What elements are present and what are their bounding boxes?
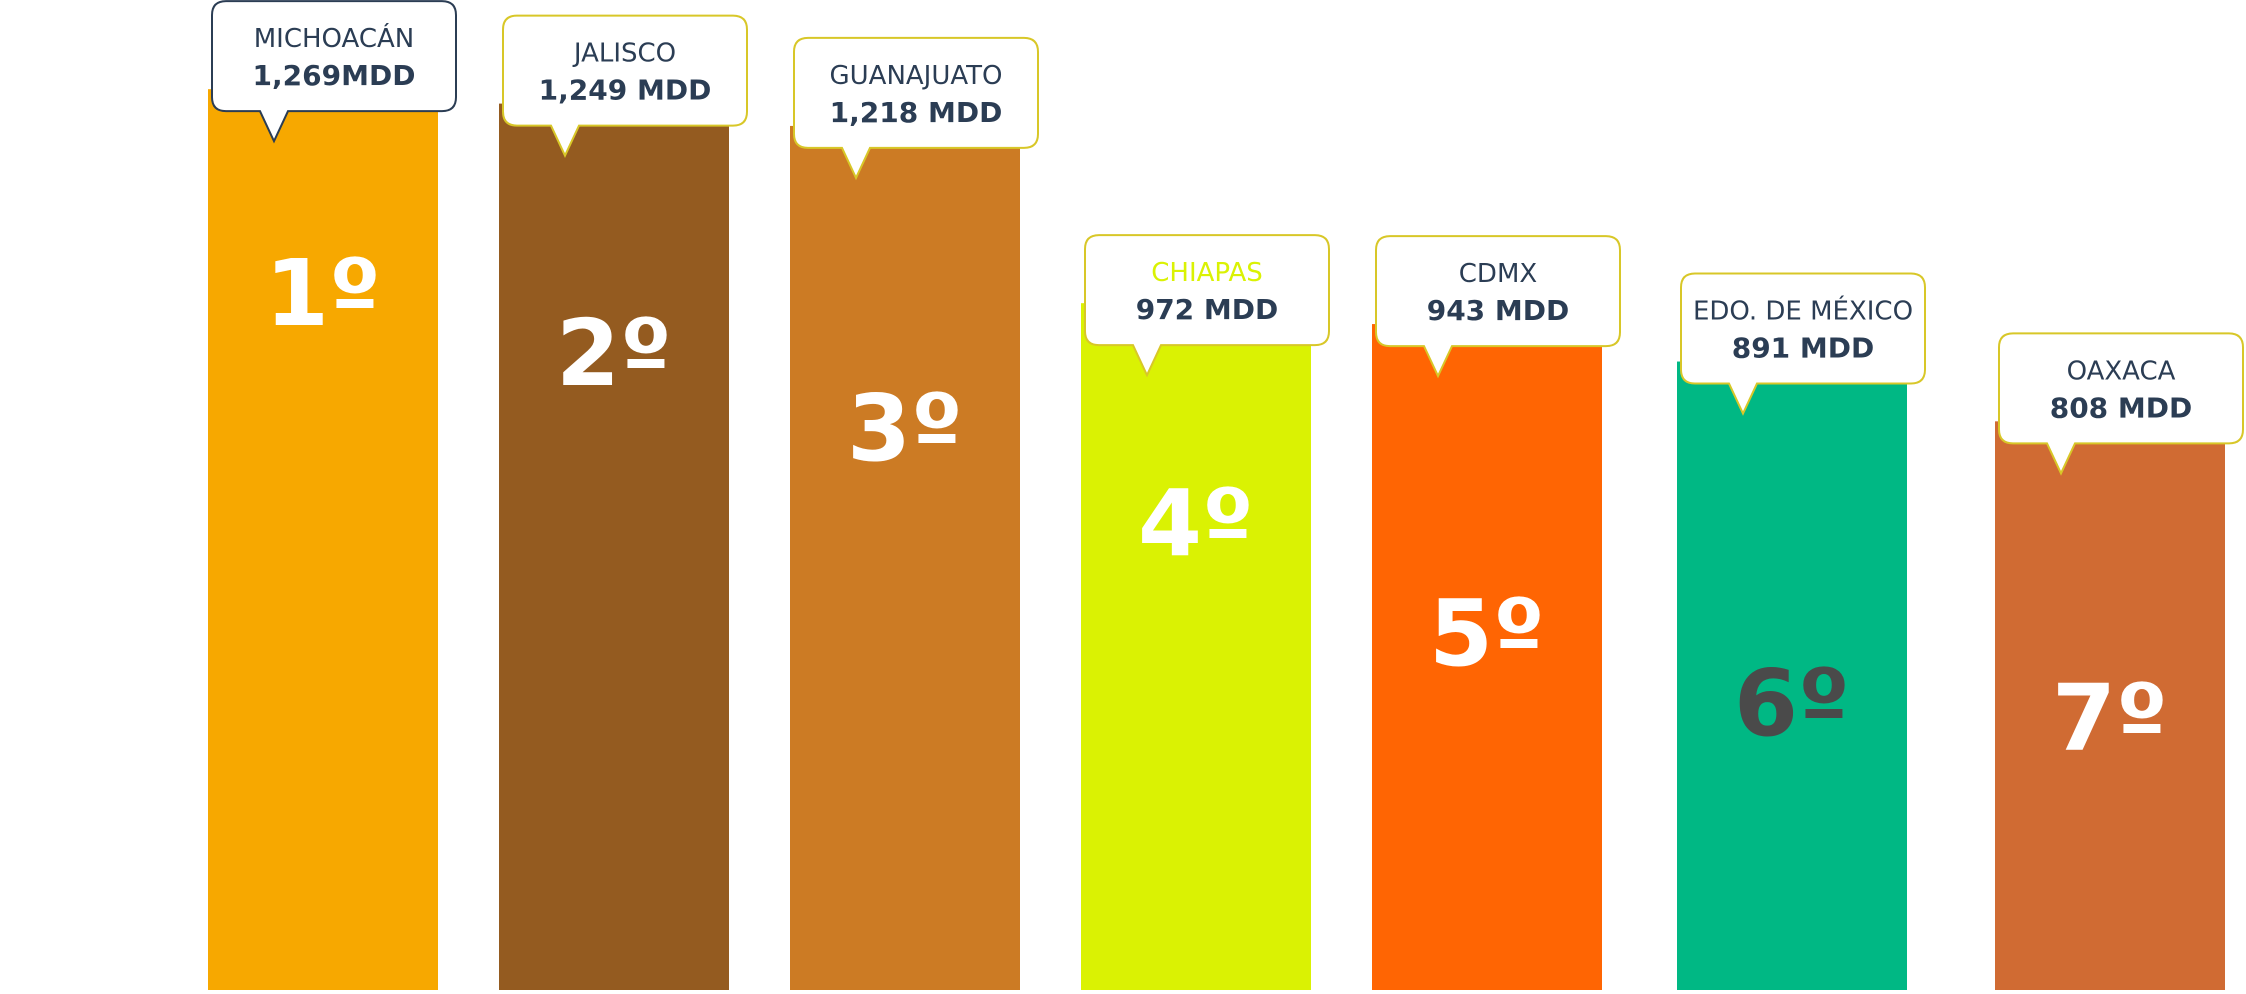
bar-1 bbox=[208, 89, 438, 991]
callout-4 bbox=[1084, 234, 1330, 378]
rank-label-6: 6º bbox=[1734, 650, 1850, 757]
callout-2 bbox=[502, 14, 748, 158]
rank-label-1: 1º bbox=[265, 240, 381, 347]
value-label-6: 891 MDD bbox=[1732, 332, 1875, 365]
value-label-5: 943 MDD bbox=[1427, 294, 1570, 327]
category-label-2: JALISCO bbox=[572, 39, 676, 69]
callout-5 bbox=[1375, 235, 1621, 379]
category-label-4: CHIAPAS bbox=[1151, 258, 1262, 288]
value-label-7: 808 MDD bbox=[2050, 391, 2193, 424]
callout-1 bbox=[211, 0, 457, 144]
rank-label-7: 7º bbox=[2052, 665, 2168, 772]
bar-5 bbox=[1372, 324, 1602, 991]
rank-label-5: 5º bbox=[1429, 580, 1545, 687]
value-label-3: 1,218 MDD bbox=[830, 96, 1003, 129]
value-label-4: 972 MDD bbox=[1136, 293, 1279, 326]
callout-6 bbox=[1680, 272, 1926, 416]
category-label-7: OAXACA bbox=[2067, 356, 2176, 386]
rank-label-2: 2º bbox=[556, 300, 672, 407]
category-label-5: CDMX bbox=[1459, 259, 1537, 289]
rank-label-4: 4º bbox=[1138, 470, 1254, 577]
callout-3 bbox=[793, 36, 1039, 181]
callout-7 bbox=[1998, 332, 2244, 476]
value-label-1: 1,269MDD bbox=[253, 59, 416, 92]
rank-label-3: 3º bbox=[847, 375, 963, 482]
bar-7 bbox=[1995, 421, 2225, 990]
category-label-6: EDO. DE MÉXICO bbox=[1693, 295, 1913, 327]
category-label-1: MICHOACÁN bbox=[254, 22, 415, 54]
value-label-2: 1,249 MDD bbox=[539, 74, 712, 107]
category-label-3: GUANAJUATO bbox=[829, 61, 1002, 91]
bar-6 bbox=[1677, 361, 1907, 990]
bar-4 bbox=[1081, 303, 1311, 990]
bar-3 bbox=[790, 125, 1020, 990]
bar-2 bbox=[499, 103, 729, 990]
